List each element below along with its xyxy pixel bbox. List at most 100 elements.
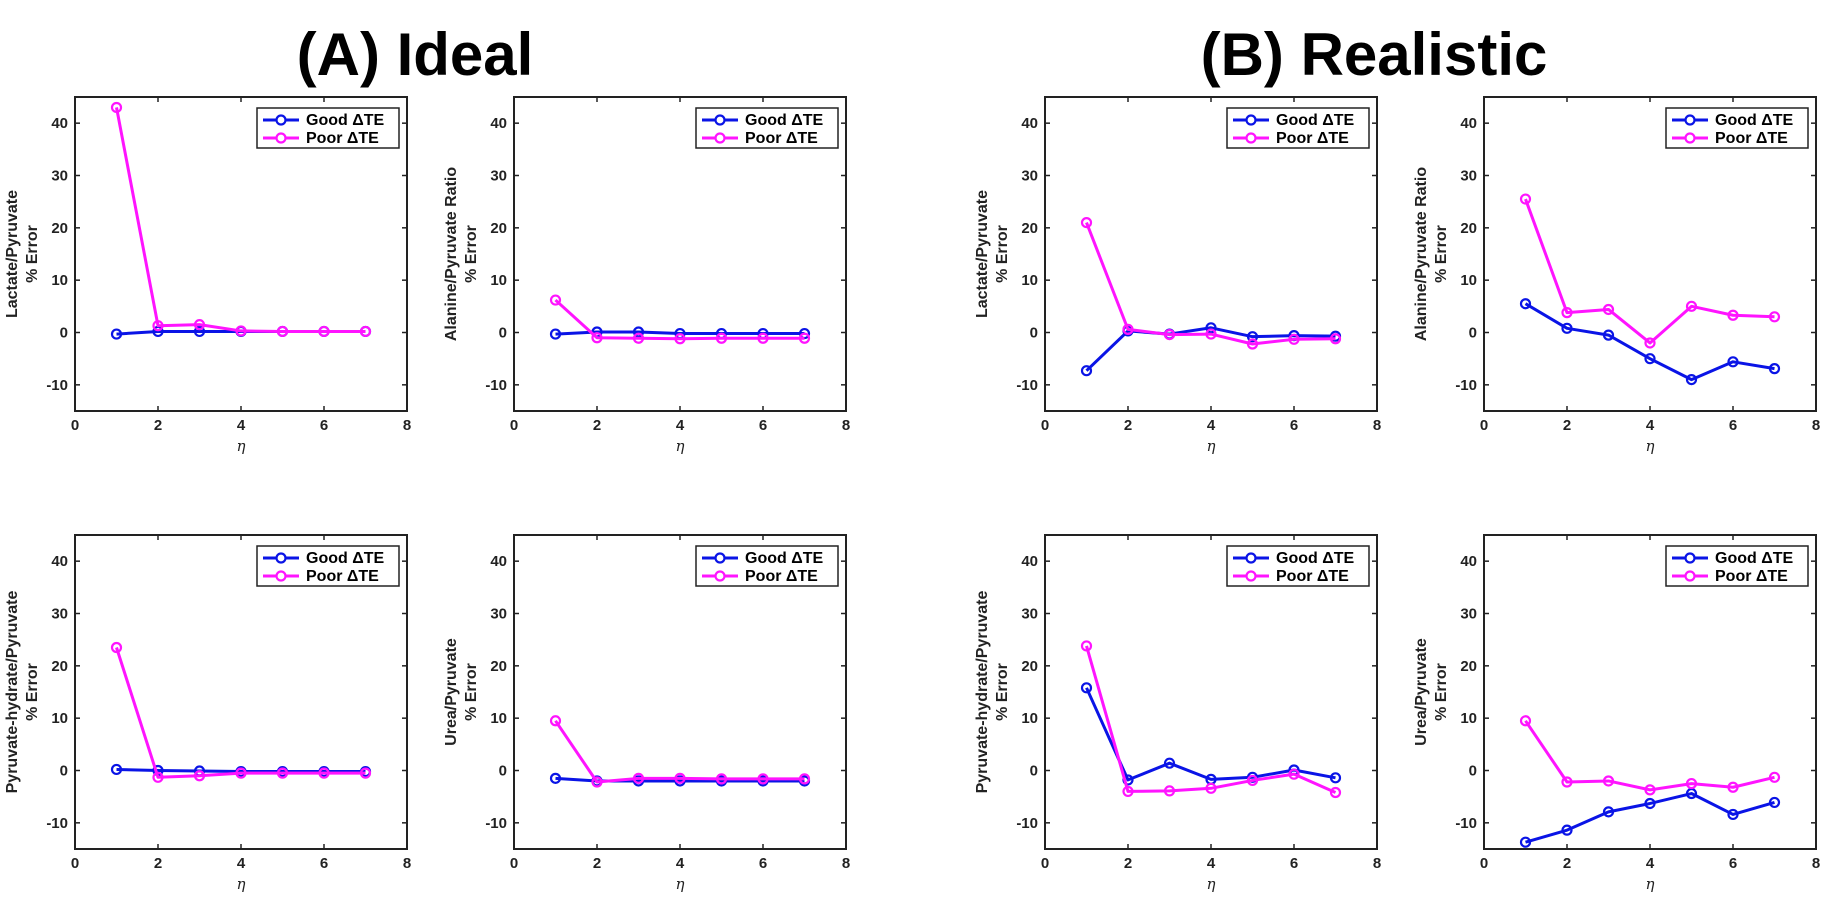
- data-point: [193, 325, 206, 338]
- legend-entry: Poor ΔTE: [1276, 568, 1349, 585]
- x-tick-label: 0: [510, 855, 518, 872]
- x-tick-label: 8: [403, 855, 411, 872]
- legend-marker: [1245, 132, 1257, 144]
- y-axis-label: Urea/Pyruvate: [443, 638, 460, 746]
- series-line-2: [1085, 645, 1337, 794]
- data-point: [1080, 640, 1093, 652]
- x-tick-label: 0: [71, 417, 79, 434]
- data-point: [1329, 772, 1342, 784]
- x-tick-label: 6: [1729, 855, 1737, 872]
- legend-marker: [1684, 570, 1696, 582]
- data-point: [798, 332, 811, 344]
- axes-frame: [74, 96, 408, 412]
- x-tick-label: 4: [237, 855, 246, 872]
- y-axis-label: % Error: [24, 225, 41, 283]
- legend-marker: [1245, 570, 1257, 582]
- y-tick-label: 40: [51, 553, 68, 570]
- legend-marker: [714, 132, 726, 144]
- y-axis-label: Urea/Pyruvate: [1413, 638, 1430, 746]
- data-point: [632, 326, 645, 338]
- legend-entry: Poor ΔTE: [1276, 130, 1349, 147]
- data-point: [110, 641, 123, 654]
- y-axis-label: % Error: [463, 225, 480, 283]
- x-tick-label: 4: [676, 855, 685, 872]
- legend-entry: Good ΔTE: [306, 112, 384, 129]
- data-point: [1727, 356, 1739, 368]
- data-point: [1727, 781, 1739, 793]
- data-point: [632, 772, 645, 784]
- data-point: [1163, 757, 1176, 769]
- y-tick-label: 30: [1460, 606, 1477, 623]
- y-tick-label: 10: [51, 272, 68, 289]
- x-axis-label: η: [1207, 437, 1216, 455]
- y-tick-label: 30: [1021, 168, 1038, 185]
- y-tick-label: 20: [51, 220, 68, 237]
- y-tick-label: -10: [1455, 815, 1477, 832]
- data-point: [152, 771, 164, 783]
- data-point: [1519, 193, 1532, 205]
- y-tick-label: 40: [490, 115, 507, 132]
- panel-title-b: (B) Realistic: [1201, 21, 1548, 88]
- chart-1: 0 2 4 6 8 -10 0 10 20 30 40 Lactate/Pyruvate% Error…: [4, 96, 411, 455]
- data-point: [1246, 331, 1259, 343]
- data-point: [1561, 307, 1573, 319]
- data-point: [1561, 322, 1573, 334]
- y-tick-label: 30: [51, 606, 68, 623]
- y-axis-label: Pyruvate-hydrate/Pyruvate: [4, 591, 21, 794]
- x-tick-label: 0: [510, 417, 518, 434]
- y-tick-label: 40: [1021, 553, 1038, 570]
- data-point: [1246, 338, 1259, 350]
- series-line-2: [1524, 719, 1775, 792]
- legend-marker: [275, 114, 287, 126]
- y-tick-label: 0: [1469, 763, 1477, 780]
- y-tick-label: -10: [1016, 377, 1038, 394]
- x-tick-label: 6: [759, 417, 767, 434]
- y-tick-label: 10: [1460, 710, 1477, 727]
- x-tick-label: 4: [237, 417, 246, 434]
- data-point: [235, 767, 247, 779]
- y-tick-label: 30: [1021, 606, 1038, 623]
- legend-marker: [275, 552, 287, 564]
- data-point: [715, 332, 728, 344]
- x-tick-label: 6: [320, 417, 328, 434]
- panel-title-a: (A) Ideal: [297, 21, 534, 88]
- legend-marker: [275, 132, 287, 144]
- y-tick-label: 20: [1021, 658, 1038, 675]
- data-point: [757, 332, 769, 344]
- series-line-2: [115, 647, 366, 779]
- data-point: [1246, 774, 1259, 787]
- axes-frame: [1483, 534, 1817, 850]
- chart-3: 0 2 4 6 8 -10 0 10 20 30 40 Lactate/Pyruvate% Error…: [974, 96, 1381, 455]
- y-tick-label: 10: [1021, 710, 1038, 727]
- data-point: [1080, 217, 1093, 229]
- x-axis-label: η: [676, 875, 685, 893]
- x-tick-label: 4: [1646, 855, 1655, 872]
- data-point: [1205, 322, 1217, 334]
- x-tick-label: 2: [154, 417, 162, 434]
- data-point: [549, 715, 562, 727]
- x-tick-label: 0: [1041, 417, 1049, 434]
- x-tick-label: 0: [1041, 855, 1049, 872]
- data-point: [1768, 363, 1781, 375]
- data-point: [276, 325, 289, 338]
- legend-entry: Poor ΔTE: [745, 568, 818, 585]
- chart-2: 0 2 4 6 8 -10 0 10 20 30 40 Alanine/Pyruvate Ratio%…: [443, 96, 850, 455]
- chart-6: 0 2 4 6 8 -10 0 10 20 30 40 Urea/Pyruvate% Error η Go…: [443, 534, 850, 893]
- x-tick-label: 6: [759, 855, 767, 872]
- data-point: [1519, 298, 1532, 310]
- x-tick-label: 2: [1124, 417, 1132, 434]
- data-point: [549, 772, 562, 784]
- axes-frame: [1044, 96, 1378, 412]
- legend-marker: [275, 570, 287, 582]
- data-point: [235, 325, 247, 337]
- y-tick-label: 0: [1030, 325, 1038, 342]
- data-point: [1644, 784, 1656, 796]
- data-point: [1519, 715, 1532, 727]
- series-line-1: [116, 767, 366, 774]
- x-tick-label: 2: [1124, 855, 1132, 872]
- data-point: [359, 325, 372, 338]
- y-axis-label: Lactate/Pyruvate: [974, 190, 991, 318]
- series-line-1: [1085, 687, 1336, 782]
- y-tick-label: 0: [60, 325, 68, 342]
